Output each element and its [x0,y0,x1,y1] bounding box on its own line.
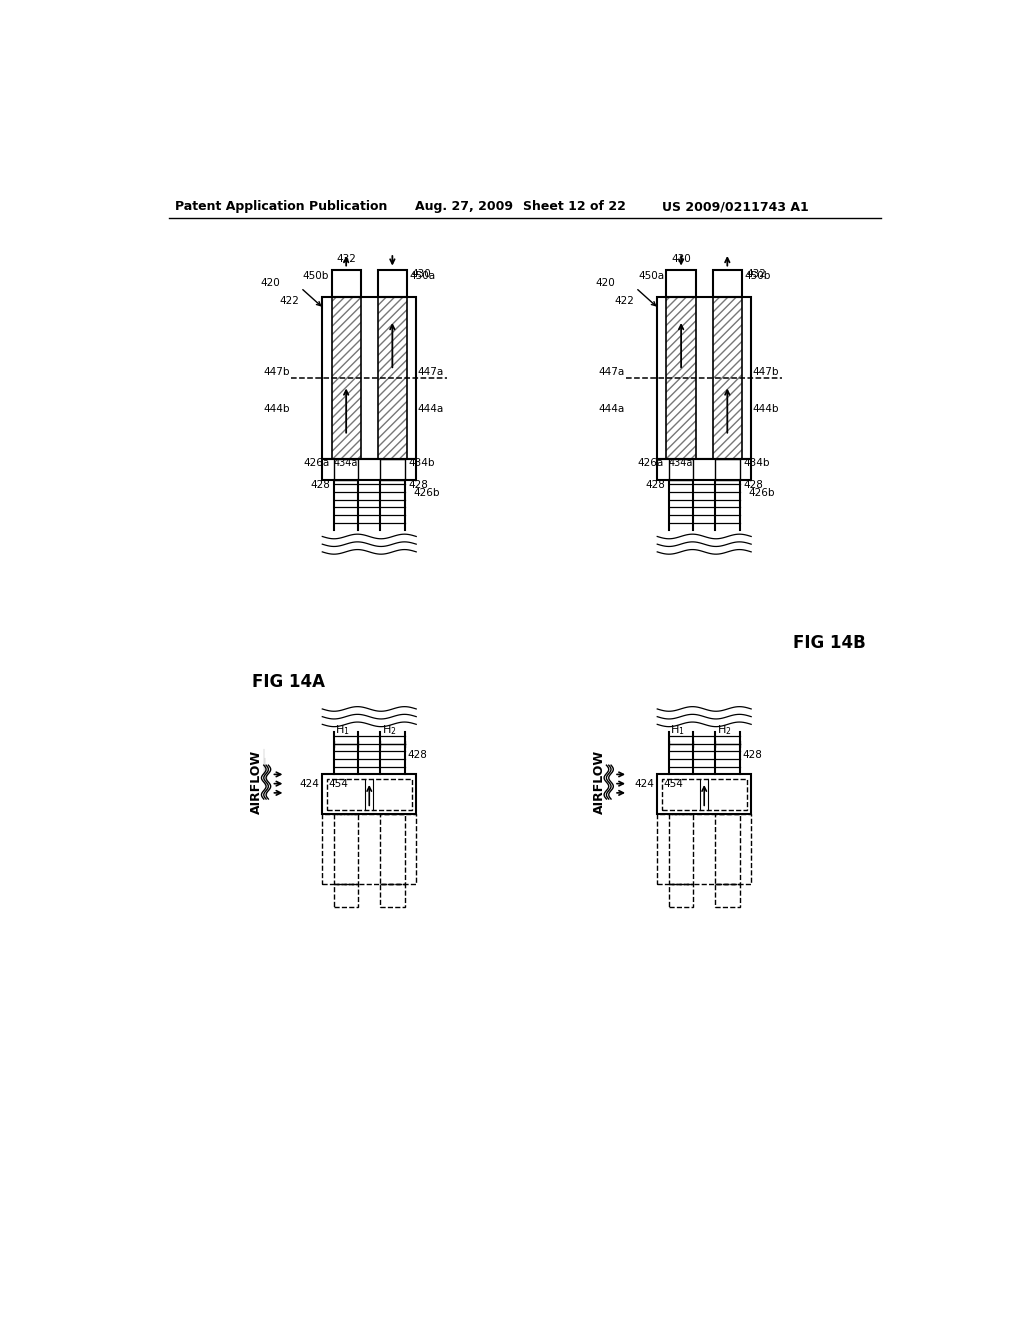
Text: 444b: 444b [753,404,779,413]
Text: FIG 14A: FIG 14A [252,673,326,690]
Bar [332,297,360,459]
Bar [327,779,412,810]
Text: 444a: 444a [418,404,444,413]
Bar [713,297,742,459]
Bar [669,884,693,907]
Bar [332,297,360,459]
Bar [657,459,752,480]
Bar [715,459,739,480]
Text: 447b: 447b [263,367,290,378]
Text: 434a: 434a [334,458,358,469]
Text: Patent Application Publication: Patent Application Publication [175,201,388,214]
Text: 432: 432 [336,253,356,264]
Text: Aug. 27, 2009: Aug. 27, 2009 [416,201,513,214]
Bar [323,459,416,480]
Text: 424: 424 [299,779,319,788]
Text: 424: 424 [634,779,654,788]
Text: 432: 432 [746,269,766,279]
Text: 447b: 447b [753,367,779,378]
Text: 426a: 426a [303,458,330,469]
Bar [657,814,752,884]
Text: 426b: 426b [413,487,439,498]
Text: 434b: 434b [743,458,770,469]
Text: H$_1$: H$_1$ [671,723,685,738]
Bar [334,814,358,884]
Text: 430: 430 [412,269,431,279]
Text: 447a: 447a [418,367,444,378]
Text: 426b: 426b [749,487,774,498]
Bar [715,884,739,907]
Bar [378,297,407,459]
Text: 450a: 450a [410,271,435,281]
Bar [323,814,416,884]
Bar [380,814,404,884]
Text: 444a: 444a [599,404,625,413]
Text: 428: 428 [743,480,763,490]
Text: H$_2$: H$_2$ [382,723,396,738]
Bar [667,271,695,297]
Bar [332,271,360,297]
Bar [667,297,695,459]
Bar [667,297,695,459]
Text: 434a: 434a [669,458,693,469]
Bar [378,271,407,297]
Text: US 2009/0211743 A1: US 2009/0211743 A1 [662,201,809,214]
Text: 428: 428 [742,750,763,760]
Text: 450b: 450b [744,271,771,281]
Text: 428: 428 [645,480,665,490]
Bar [334,884,358,907]
Text: 428: 428 [310,480,330,490]
Text: AIRFLOW: AIRFLOW [250,750,263,814]
Bar [713,271,742,297]
Bar [657,775,752,814]
Text: FIG 14B: FIG 14B [793,635,865,652]
Bar [695,297,713,459]
Text: 450a: 450a [638,271,665,281]
Text: 420: 420 [595,279,614,288]
Bar [334,459,358,480]
Text: 434b: 434b [409,458,435,469]
Text: 450b: 450b [303,271,330,281]
Bar [715,814,739,884]
Bar [657,297,752,459]
Bar [380,459,404,480]
Text: Sheet 12 of 22: Sheet 12 of 22 [523,201,626,214]
Text: 422: 422 [614,296,634,306]
Bar [323,297,416,459]
Bar [662,779,746,810]
Bar [669,814,693,884]
Text: 426a: 426a [638,458,665,469]
Text: AIRFLOW: AIRFLOW [593,750,605,814]
Bar [669,459,693,480]
Bar [323,775,416,814]
Text: H$_1$: H$_1$ [336,723,350,738]
Text: 454: 454 [664,779,683,788]
Text: 428: 428 [409,480,428,490]
Text: 447a: 447a [599,367,625,378]
Bar [380,884,404,907]
Text: 430: 430 [672,253,691,264]
Text: 428: 428 [408,750,428,760]
Text: 444b: 444b [263,404,290,413]
Bar [378,297,407,459]
Text: 422: 422 [280,296,299,306]
Bar [360,297,378,459]
Text: 454: 454 [329,779,348,788]
Bar [713,297,742,459]
Text: H$_2$: H$_2$ [717,723,731,738]
Text: 420: 420 [260,279,280,288]
